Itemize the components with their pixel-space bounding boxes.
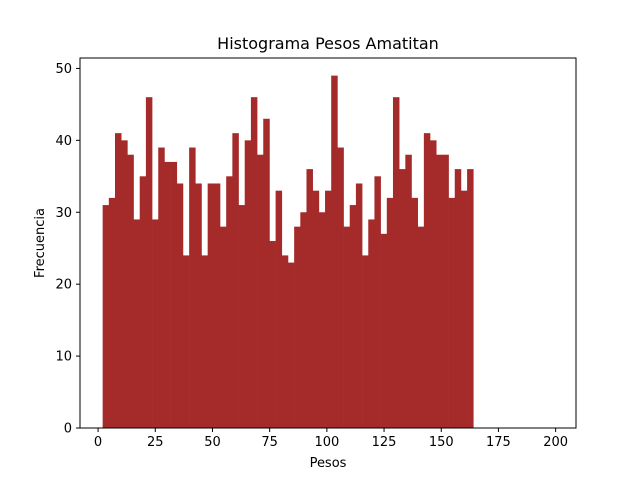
chart-title: Histograma Pesos Amatitan	[217, 34, 439, 53]
x-tick-label: 200	[543, 435, 568, 450]
y-tick-label: 0	[64, 422, 72, 437]
histogram-bar	[386, 197, 394, 428]
y-tick-label: 40	[55, 134, 72, 149]
histogram-bar	[362, 255, 369, 428]
histogram-bar	[392, 97, 400, 428]
histogram-bar	[244, 140, 252, 428]
histogram-bar	[306, 169, 313, 429]
histogram-bar	[325, 190, 332, 428]
histogram-bar	[349, 205, 357, 428]
histogram-bar	[158, 147, 165, 428]
y-tick-label: 20	[55, 278, 72, 293]
histogram-bar	[454, 169, 462, 429]
histogram-bar	[467, 169, 474, 429]
histogram-bar	[436, 154, 443, 428]
x-tick-label: 50	[204, 435, 221, 450]
histogram-bar	[257, 154, 264, 428]
x-tick-label: 0	[94, 435, 102, 450]
histogram-bar	[121, 140, 128, 428]
histogram-bar	[115, 133, 122, 428]
x-tick-label: 175	[486, 435, 511, 450]
histogram-bar	[232, 133, 239, 428]
y-axis-ticks: 0 10 20 30 40 50	[55, 62, 80, 437]
histogram-bar	[442, 154, 449, 428]
histogram-bar	[275, 190, 283, 428]
histogram-bar	[201, 255, 208, 428]
histogram-bar	[287, 262, 295, 428]
histogram-bar	[460, 190, 468, 428]
x-tick-label: 125	[372, 435, 397, 450]
histogram-bar	[417, 226, 425, 428]
histogram-bar	[300, 212, 307, 428]
plot-frame	[79, 57, 577, 429]
x-axis-ticks: 0 25 50 75 100 125 150 175 200	[94, 428, 568, 450]
histogram-bar	[108, 197, 116, 428]
histogram-bar	[182, 255, 190, 428]
histogram-bar	[380, 233, 388, 428]
histogram-bar	[405, 154, 412, 428]
histogram-bar	[269, 241, 276, 428]
histogram-bar	[368, 219, 375, 428]
x-tick-label: 100	[314, 435, 339, 450]
histogram-bar	[238, 205, 246, 428]
histogram-bar	[170, 161, 178, 429]
histogram-bar	[448, 197, 456, 428]
histogram-bar	[337, 147, 344, 428]
histogram-bar	[220, 226, 227, 428]
bars-group	[102, 75, 474, 429]
histogram-bar	[374, 176, 381, 428]
histogram-bar	[195, 183, 202, 428]
histogram-bar	[189, 147, 196, 428]
histogram-bar	[152, 219, 159, 428]
histogram-bar	[318, 212, 326, 428]
x-axis-label: Pesos	[310, 456, 347, 471]
histogram-bar	[411, 197, 418, 428]
histogram-bar	[430, 140, 437, 428]
y-tick-label: 50	[55, 62, 72, 77]
histogram-bar	[127, 154, 134, 428]
histogram-bar	[176, 183, 184, 428]
histogram-bar	[213, 183, 221, 428]
histogram-bar	[207, 183, 215, 428]
histogram-bar	[139, 176, 147, 428]
y-tick-label: 10	[55, 350, 72, 365]
histogram-bar	[399, 169, 406, 429]
histogram-bar	[331, 75, 338, 429]
histogram-bar	[164, 161, 171, 429]
y-axis-label: Frecuencia	[33, 208, 48, 278]
histogram-bar	[294, 226, 301, 428]
histogram-bar	[250, 97, 258, 428]
histogram-bar	[343, 226, 351, 428]
x-tick-label: 25	[147, 435, 164, 450]
x-tick-label: 75	[261, 435, 278, 450]
histogram-bar	[263, 118, 270, 429]
histogram-bar	[355, 183, 363, 428]
x-tick-label: 150	[429, 435, 454, 450]
histogram-bar	[281, 255, 289, 428]
histogram-bar	[312, 190, 320, 428]
histogram-bar	[133, 219, 141, 428]
histogram-bar	[102, 205, 110, 428]
histogram-bar	[145, 97, 153, 428]
histogram-bar	[226, 176, 233, 428]
y-tick-label: 30	[55, 206, 72, 221]
histogram-bar	[423, 133, 431, 428]
